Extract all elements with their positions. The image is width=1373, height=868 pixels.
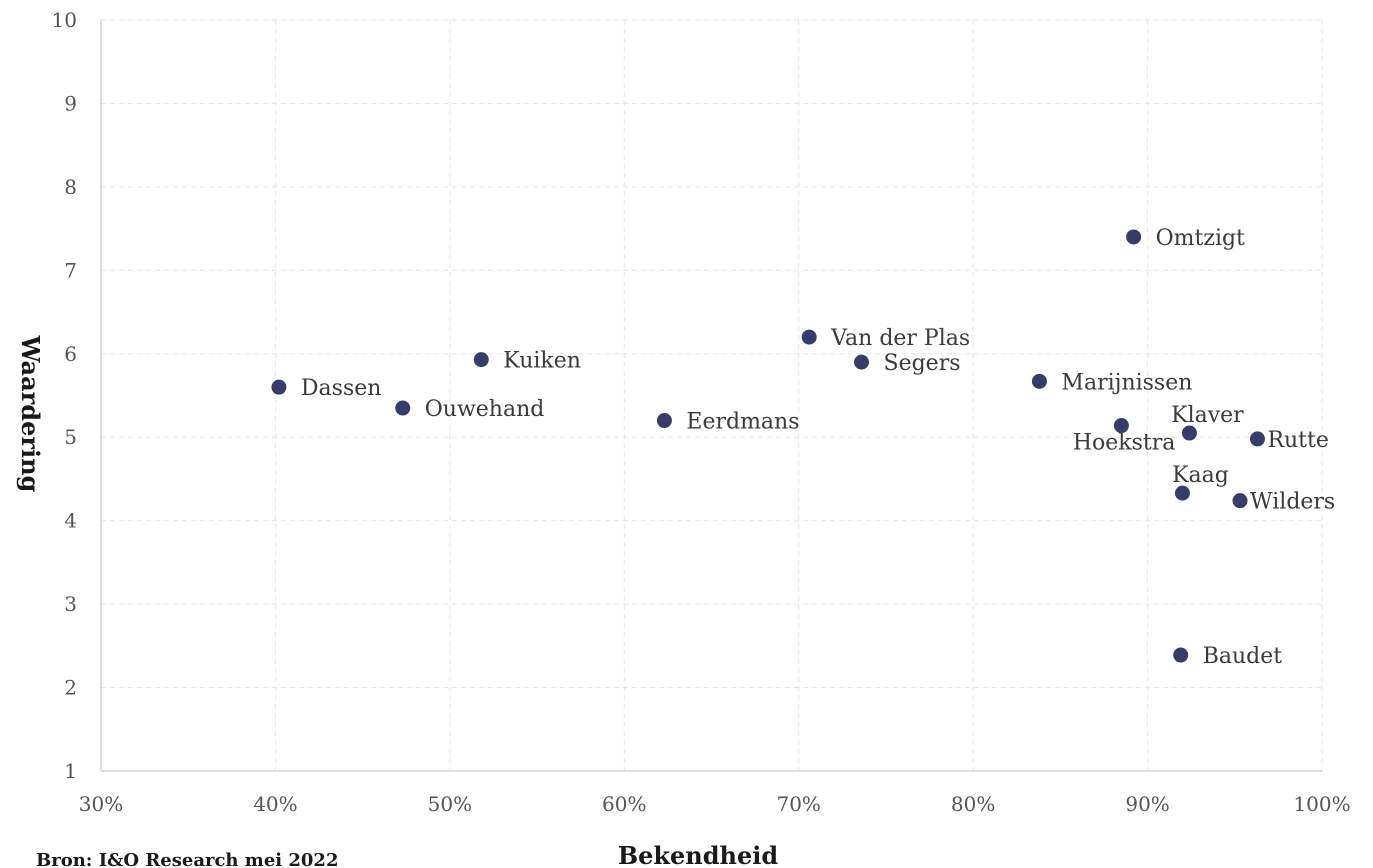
point-label: Kaag — [1172, 463, 1229, 488]
y-tick-label: 1 — [64, 759, 77, 783]
point-label: Kuiken — [503, 349, 581, 374]
data-point — [1126, 229, 1142, 245]
x-tick-label: 30% — [79, 792, 123, 816]
y-tick-label: 4 — [64, 509, 77, 533]
data-points — [271, 229, 1265, 663]
point-label: Van der Plas — [830, 326, 970, 351]
data-point — [271, 379, 287, 395]
x-tick-label: 100% — [1293, 792, 1350, 816]
y-tick-label: 9 — [64, 91, 77, 115]
x-tick-label: 70% — [776, 792, 820, 816]
y-tick-label: 3 — [64, 592, 77, 616]
data-point — [473, 352, 489, 368]
point-label: Rutte — [1267, 428, 1328, 453]
x-tick-labels: 30% 40% 50% 60% 70% 80% 90% 100% — [79, 792, 1351, 816]
y-tick-label: 2 — [64, 676, 77, 700]
y-tick-label: 6 — [64, 342, 77, 366]
x-tick-label: 90% — [1125, 792, 1169, 816]
y-tick-label: 7 — [64, 258, 77, 282]
point-label: Omtzigt — [1156, 226, 1245, 251]
point-labels: Dassen Ouwehand Kuiken Eerdmans Van der Plas… — [301, 226, 1335, 669]
x-tick-label: 40% — [253, 792, 297, 816]
y-tick-label: 8 — [64, 175, 77, 199]
y-tick-label: 10 — [52, 8, 77, 32]
data-point — [801, 329, 817, 345]
point-label: Hoekstra — [1073, 431, 1176, 456]
data-point — [1249, 431, 1265, 447]
point-label: Dassen — [301, 376, 382, 401]
grid — [101, 19, 1323, 771]
x-tick-label: 50% — [428, 792, 472, 816]
source-note: Bron: I&O Research mei 2022 — [36, 850, 338, 868]
data-point — [1174, 485, 1190, 501]
y-tick-labels: 1 2 3 4 5 6 7 8 9 10 — [52, 8, 77, 783]
data-point — [854, 354, 870, 370]
x-tick-label: 60% — [602, 792, 646, 816]
y-axis-title: Waardering — [16, 335, 45, 493]
point-label: Segers — [884, 351, 961, 376]
data-point — [395, 400, 411, 416]
data-point — [1181, 425, 1197, 441]
x-tick-label: 80% — [951, 792, 995, 816]
data-point — [1031, 373, 1047, 389]
point-label: Klaver — [1171, 403, 1244, 428]
data-point — [1173, 647, 1189, 663]
point-label: Baudet — [1203, 644, 1283, 669]
point-label: Marijnissen — [1061, 370, 1192, 395]
x-axis-title: Bekendheid — [618, 841, 779, 868]
y-tick-label: 5 — [64, 425, 77, 449]
axes — [100, 20, 1322, 772]
data-point — [656, 413, 672, 429]
data-point — [1113, 418, 1129, 434]
data-point — [1232, 493, 1248, 509]
point-label: Ouwehand — [425, 397, 545, 422]
point-label: Wilders — [1250, 490, 1335, 515]
point-label: Eerdmans — [686, 410, 799, 435]
